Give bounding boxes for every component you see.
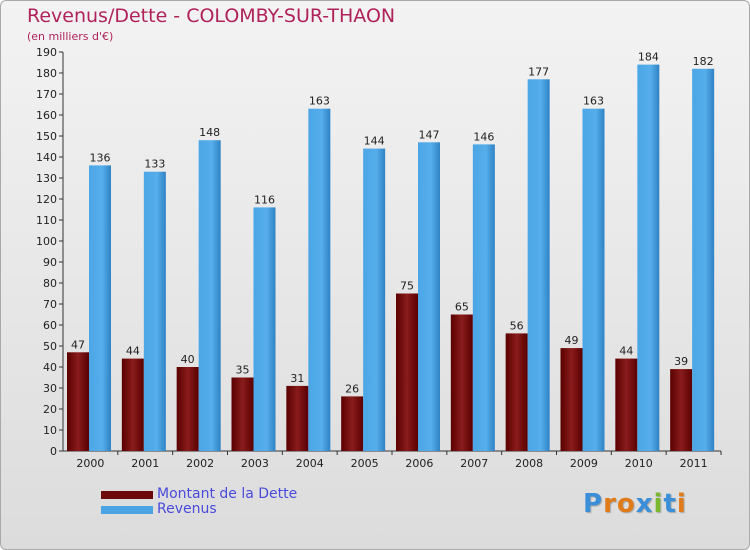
bar-dette-2009 [560, 348, 583, 451]
data-label-dette-2004: 31 [290, 372, 304, 385]
data-label-revenus-2009: 163 [583, 95, 604, 108]
proxiti-logo: Proxiti [583, 489, 687, 519]
legend-label-dette: Montant de la Dette [157, 486, 298, 502]
bar-dette-2010 [615, 358, 638, 451]
axes: 0 10 20 30 40 50 60 70 80 90 100 110 120 130 140 150 160… [36, 46, 722, 470]
data-label-revenus-2001: 133 [144, 158, 165, 171]
y-tick-label: 100 [36, 235, 57, 248]
data-label-dette-2002: 40 [181, 353, 195, 366]
x-tick-label-2009: 2009 [570, 457, 598, 470]
x-tick-label-2002: 2002 [186, 457, 214, 470]
data-label-revenus-2003: 116 [254, 193, 275, 206]
x-tick-label-2011: 2011 [680, 457, 708, 470]
x-tick-label-2005: 2005 [351, 457, 379, 470]
bar-revenus-2004 [308, 108, 331, 451]
y-tick-label: 30 [43, 382, 57, 395]
data-label-revenus-2000: 136 [90, 151, 111, 164]
legend-swatch-revenus [101, 505, 153, 514]
chart-title: Revenus/Dette - COLOMBY-SUR-THAON [27, 5, 396, 27]
bar-dette-2001 [121, 358, 144, 451]
y-tick-label: 60 [43, 319, 57, 332]
bar-dette-2003 [231, 377, 254, 451]
x-tick-label-2008: 2008 [515, 457, 543, 470]
data-label-revenus-2006: 147 [419, 128, 440, 141]
data-label-revenus-2008: 177 [528, 65, 549, 78]
data-label-dette-2009: 49 [565, 334, 579, 347]
legend-label-revenus: Revenus [157, 501, 217, 517]
bar-revenus-2001 [143, 171, 166, 451]
y-tick-label: 170 [36, 88, 57, 101]
y-tick-label: 120 [36, 193, 57, 206]
bar-revenus-2003 [253, 207, 276, 451]
bar-revenus-2005 [363, 148, 386, 451]
bars [67, 64, 715, 452]
bar-dette-2002 [176, 367, 199, 451]
data-label-dette-2011: 39 [674, 355, 688, 368]
bar-dette-2008 [505, 333, 528, 451]
data-label-revenus-2011: 182 [693, 55, 714, 68]
x-tick-label-2004: 2004 [296, 457, 324, 470]
data-label-dette-2008: 56 [510, 319, 524, 332]
y-tick-label: 110 [36, 214, 57, 227]
data-label-dette-2010: 44 [619, 345, 633, 358]
data-label-revenus-2005: 144 [364, 135, 385, 148]
x-tick-label-2003: 2003 [241, 457, 269, 470]
data-label-revenus-2010: 184 [638, 51, 659, 64]
x-tick-label-2007: 2007 [460, 457, 488, 470]
legend-item-revenus: Revenus [101, 502, 297, 517]
bar-dette-2000 [67, 352, 89, 451]
bar-revenus-2010 [637, 64, 660, 451]
legend-item-dette: Montant de la Dette [101, 487, 297, 502]
y-tick-label: 20 [43, 403, 57, 416]
y-tick-label: 50 [43, 340, 57, 353]
y-tick-label: 90 [43, 256, 57, 269]
y-tick-label: 0 [50, 445, 57, 458]
data-label-dette-2007: 65 [455, 301, 469, 314]
y-tick-label: 160 [36, 109, 57, 122]
labels: 47 136 44 133 40 148 35 116 31 163 26 144 75 147 65 146… [71, 51, 714, 396]
bar-revenus-2008 [527, 79, 550, 452]
data-label-revenus-2007: 146 [473, 130, 494, 143]
bar-revenus-2007 [472, 144, 495, 451]
x-tick-label-2010: 2010 [625, 457, 653, 470]
y-tick-label: 190 [36, 46, 57, 59]
bar-dette-2007 [450, 314, 473, 451]
y-tick-label: 150 [36, 130, 57, 143]
data-label-dette-2001: 44 [126, 345, 140, 358]
data-label-dette-2005: 26 [345, 382, 359, 395]
bar-revenus-2006 [418, 142, 440, 452]
y-tick-label: 140 [36, 151, 57, 164]
chart-subtitle: (en milliers d'€) [27, 30, 114, 43]
data-label-revenus-2002: 148 [199, 126, 220, 139]
y-tick-label: 130 [36, 172, 57, 185]
y-tick-label: 40 [43, 361, 57, 374]
data-label-dette-2000: 47 [71, 338, 85, 351]
bar-dette-2006 [396, 293, 418, 451]
legend: Montant de la Dette Revenus [101, 487, 297, 517]
y-tick-label: 70 [43, 298, 57, 311]
bar-dette-2011 [670, 369, 693, 451]
x-tick-label-2001: 2001 [131, 457, 159, 470]
y-tick-label: 180 [36, 67, 57, 80]
bar-revenus-2002 [198, 140, 221, 451]
data-label-dette-2006: 75 [400, 280, 414, 293]
bar-dette-2005 [341, 396, 364, 451]
legend-swatch-dette [101, 490, 153, 499]
y-tick-label: 80 [43, 277, 57, 290]
bar-dette-2004 [286, 385, 309, 451]
bar-revenus-2011 [692, 68, 715, 452]
data-label-dette-2003: 35 [236, 364, 250, 377]
x-tick-label-2006: 2006 [405, 457, 433, 470]
data-label-revenus-2004: 163 [309, 95, 330, 108]
bar-revenus-2000 [89, 165, 111, 451]
x-tick-label-2000: 2000 [76, 457, 104, 470]
bar-revenus-2009 [582, 108, 605, 451]
y-tick-label: 10 [43, 424, 57, 437]
